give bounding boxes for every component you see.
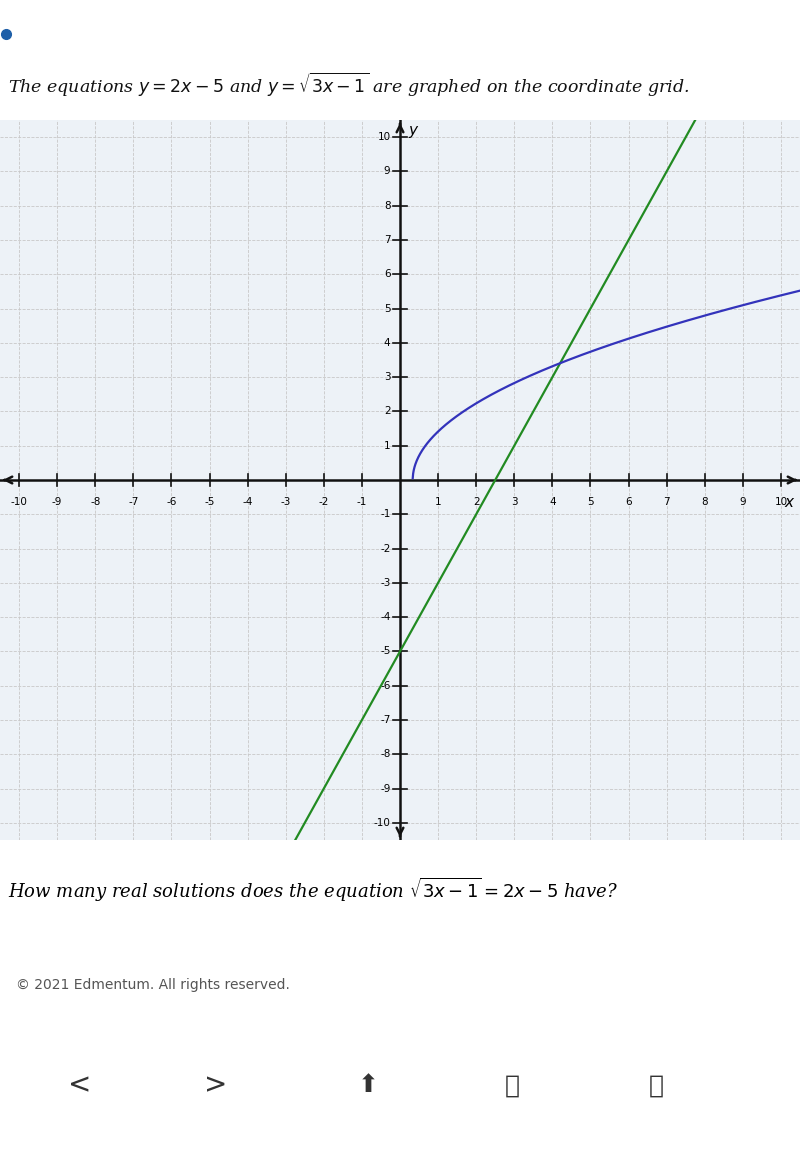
Text: 2: 2 <box>473 497 479 507</box>
Text: ⧉: ⧉ <box>649 1074 663 1097</box>
Text: -3: -3 <box>281 497 291 507</box>
Text: -1: -1 <box>380 510 390 519</box>
Text: 10: 10 <box>774 497 787 507</box>
Text: x: x <box>784 495 793 510</box>
Text: 9: 9 <box>384 166 390 176</box>
Text: 8: 8 <box>702 497 708 507</box>
Text: -7: -7 <box>380 715 390 724</box>
Text: 6: 6 <box>626 497 632 507</box>
Text: -9: -9 <box>380 784 390 794</box>
Text: -2: -2 <box>318 497 329 507</box>
Text: 9: 9 <box>739 497 746 507</box>
Text: -10: -10 <box>374 817 390 828</box>
Text: -2: -2 <box>380 543 390 554</box>
Text: 8: 8 <box>384 201 390 210</box>
Text: The equations $y = 2x - 5$ and $y = \sqrt{3x - 1}$ are graphed on the coordinate: The equations $y = 2x - 5$ and $y = \sqr… <box>8 71 690 99</box>
Text: 10: 10 <box>378 132 390 142</box>
Text: -4: -4 <box>242 497 253 507</box>
Text: 1: 1 <box>434 497 442 507</box>
Text: How many real solutions does the equation $\sqrt{3x - 1} = 2x - 5$ have?: How many real solutions does the equatio… <box>8 875 618 904</box>
Text: -8: -8 <box>380 749 390 759</box>
Text: Select the correct answer.: Select the correct answer. <box>8 5 208 20</box>
Text: 🕮: 🕮 <box>505 1074 519 1097</box>
Text: <: < <box>68 1072 92 1099</box>
Text: y: y <box>409 123 418 138</box>
Text: -8: -8 <box>90 497 101 507</box>
Text: 5: 5 <box>587 497 594 507</box>
Text: -10: -10 <box>10 497 27 507</box>
Text: -5: -5 <box>380 647 390 656</box>
Text: 3: 3 <box>384 373 390 382</box>
Text: 7: 7 <box>663 497 670 507</box>
Text: -4: -4 <box>380 612 390 622</box>
Text: -1: -1 <box>357 497 367 507</box>
Text: 3: 3 <box>511 497 518 507</box>
Text: -6: -6 <box>166 497 177 507</box>
Text: 1: 1 <box>384 441 390 450</box>
Text: -9: -9 <box>52 497 62 507</box>
Text: -3: -3 <box>380 578 390 587</box>
Text: 6: 6 <box>384 269 390 280</box>
Text: >: > <box>204 1072 228 1099</box>
Text: -6: -6 <box>380 680 390 691</box>
Text: 4: 4 <box>384 338 390 348</box>
Text: 5: 5 <box>384 303 390 313</box>
Text: 4: 4 <box>549 497 556 507</box>
Text: 7: 7 <box>384 235 390 245</box>
Text: -7: -7 <box>128 497 138 507</box>
Text: -5: -5 <box>204 497 214 507</box>
Text: 2: 2 <box>384 406 390 417</box>
Text: © 2021 Edmentum. All rights reserved.: © 2021 Edmentum. All rights reserved. <box>16 978 290 991</box>
Text: ⬆: ⬆ <box>358 1074 378 1097</box>
